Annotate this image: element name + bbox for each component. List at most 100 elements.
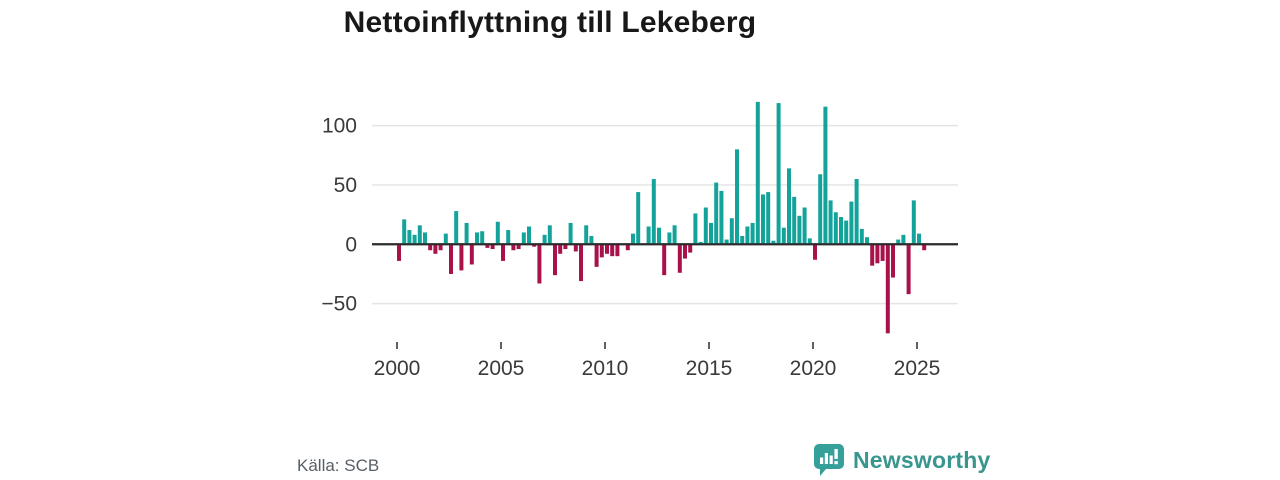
bar	[750, 222, 755, 245]
bar	[677, 244, 682, 273]
bar	[573, 244, 578, 252]
bar	[833, 212, 838, 245]
bar	[729, 218, 734, 245]
bar	[475, 232, 479, 245]
source-note: Källa: SCB	[297, 456, 380, 475]
brand-lockup: Newsworthy	[812, 442, 990, 478]
bar	[745, 226, 750, 245]
bar	[589, 235, 594, 245]
bar	[584, 225, 589, 245]
bar	[735, 149, 739, 245]
bar	[568, 222, 573, 245]
bar	[724, 239, 729, 245]
bar	[740, 235, 745, 245]
bar	[542, 234, 547, 245]
x-axis-tick-label: 2015	[686, 357, 733, 380]
bar	[485, 244, 490, 248]
bar	[787, 168, 791, 245]
bar	[766, 192, 771, 245]
bar	[605, 244, 609, 254]
bar	[397, 244, 401, 261]
bar	[667, 232, 672, 245]
bar	[813, 244, 817, 260]
y-axis-tick-label: 0	[345, 233, 357, 256]
bar	[792, 196, 797, 245]
bar	[891, 244, 895, 278]
bar	[865, 237, 869, 245]
bar	[880, 244, 885, 261]
bar	[433, 244, 438, 254]
bar	[423, 232, 427, 245]
bar	[532, 244, 537, 247]
bar	[683, 244, 687, 259]
bar	[662, 244, 667, 276]
bar	[646, 226, 651, 245]
bar	[672, 225, 677, 245]
bar	[911, 200, 916, 245]
bar	[594, 244, 599, 267]
bar	[537, 244, 542, 284]
bar	[521, 232, 526, 245]
bar	[776, 103, 781, 245]
bar	[610, 244, 615, 257]
bar	[558, 244, 563, 254]
page-title: Nettoinflyttning till Lekeberg	[343, 6, 757, 39]
newsworthy-logo-icon	[814, 444, 844, 476]
y-axis-tick-label: 50	[334, 174, 357, 197]
bar	[870, 244, 875, 266]
bar	[553, 244, 557, 276]
bar	[839, 217, 843, 245]
bar	[719, 190, 724, 245]
bar	[844, 220, 849, 245]
bar	[495, 221, 500, 245]
bar	[417, 225, 422, 245]
bar	[579, 244, 583, 282]
bar	[625, 244, 630, 251]
x-axis-tick-label: 2005	[478, 357, 525, 380]
bar	[797, 215, 802, 245]
bar	[849, 201, 854, 245]
bar	[563, 244, 568, 250]
bar	[875, 244, 880, 264]
bar	[818, 174, 823, 245]
y-axis-tick-label: −50	[321, 293, 357, 316]
bar	[443, 233, 448, 245]
bar	[823, 106, 828, 245]
bar	[802, 207, 807, 245]
bar	[781, 227, 786, 245]
bar	[459, 244, 464, 271]
bar	[771, 240, 776, 245]
bar	[547, 225, 552, 245]
bar	[709, 222, 713, 245]
x-axis-tick-label: 2010	[582, 357, 629, 380]
bar	[454, 211, 459, 245]
bar	[599, 244, 604, 258]
bar	[761, 194, 765, 245]
bar	[854, 179, 859, 245]
bar	[412, 234, 417, 245]
bar	[859, 228, 864, 245]
bar	[703, 207, 708, 245]
bar	[657, 227, 661, 245]
bar	[688, 244, 693, 253]
x-axis-tick-label: 2000	[374, 357, 421, 380]
bar	[516, 244, 521, 250]
bar	[917, 233, 921, 245]
bar	[490, 244, 495, 250]
bar	[464, 222, 469, 245]
bar	[896, 239, 901, 245]
bar	[511, 244, 516, 251]
bar	[449, 244, 453, 274]
bar	[615, 244, 620, 257]
bar	[906, 244, 911, 295]
x-axis-tick-label: 2025	[894, 357, 941, 380]
y-axis-tick-label: 100	[322, 115, 357, 138]
bar	[527, 226, 531, 245]
bar	[755, 101, 760, 245]
bar	[428, 244, 433, 251]
bar	[922, 244, 927, 251]
bar	[651, 179, 656, 245]
bar	[506, 230, 511, 245]
bar	[693, 213, 698, 245]
